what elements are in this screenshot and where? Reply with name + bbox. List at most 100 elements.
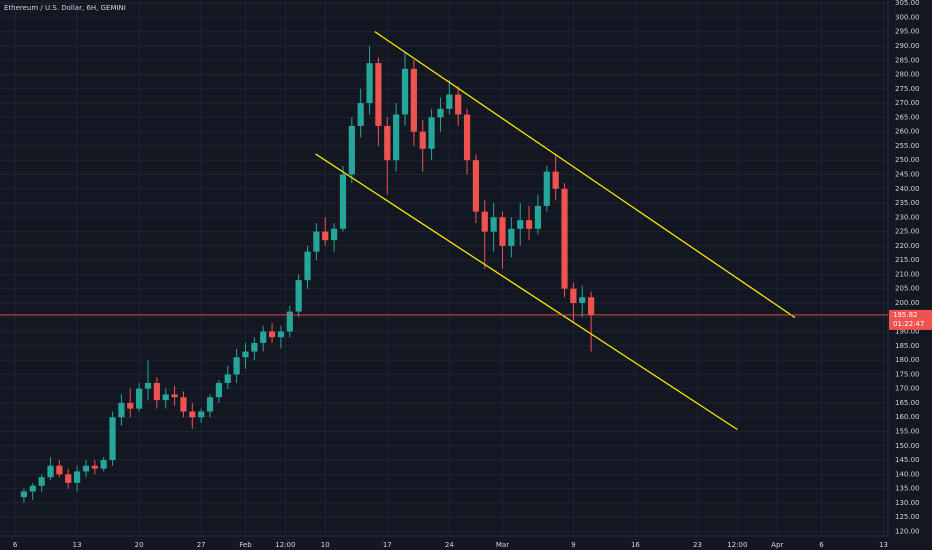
candle-body (171, 394, 178, 398)
x-tick-label: 27 (197, 541, 206, 549)
candle-body (339, 174, 347, 229)
candle-body (481, 211, 488, 232)
candle-body (499, 217, 506, 246)
y-tick-label: 120.00 (895, 527, 920, 535)
candle-body (136, 388, 143, 409)
candle-body (295, 280, 302, 312)
x-tick-label: 6 (819, 541, 824, 549)
candle-body (277, 331, 285, 338)
last-price-box (889, 309, 932, 330)
x-tick-label: 23 (693, 541, 702, 549)
y-tick-label: 270.00 (895, 99, 920, 107)
y-tick-label: 220.00 (895, 242, 920, 250)
countdown-label: 01:22:47 (893, 320, 924, 328)
candle-body (65, 474, 72, 483)
candle-body (401, 68, 409, 115)
candle-body (490, 217, 497, 232)
candle-body (588, 297, 595, 315)
candle-body (251, 342, 258, 352)
y-tick-label: 260.00 (895, 128, 920, 136)
candle-body (109, 417, 116, 461)
y-tick-label: 250.00 (895, 156, 920, 164)
y-tick-label: 210.00 (895, 270, 920, 278)
y-tick-label: 185.00 (895, 342, 920, 350)
y-tick-label: 305.00 (895, 0, 920, 7)
candle-body (144, 382, 152, 389)
y-tick-label: 125.00 (895, 513, 920, 521)
y-tick-label: 160.00 (895, 413, 920, 421)
candle-body (508, 228, 515, 246)
y-tick-label: 275.00 (895, 85, 920, 93)
candle-body (561, 188, 568, 289)
y-tick-label: 140.00 (895, 470, 920, 478)
candle-body (56, 465, 63, 475)
y-tick-label: 245.00 (895, 170, 920, 178)
x-tick-label: Apr (771, 541, 783, 549)
candle-body (375, 63, 382, 126)
candle-body (419, 131, 426, 149)
candle-body (189, 411, 196, 418)
candle-body (428, 117, 435, 149)
candle-body (20, 491, 28, 498)
candle-body (233, 357, 240, 375)
y-tick-label: 145.00 (895, 456, 920, 464)
candle-body (91, 465, 98, 469)
y-tick-label: 290.00 (895, 42, 920, 50)
y-tick-label: 150.00 (895, 442, 920, 450)
y-tick-label: 180.00 (895, 356, 920, 364)
candle-body (242, 351, 249, 358)
y-tick-label: 190.00 (895, 328, 920, 336)
candle-body (525, 220, 533, 229)
y-tick-label: 230.00 (895, 213, 920, 221)
y-tick-label: 240.00 (895, 185, 920, 193)
candle-body (260, 331, 267, 343)
y-tick-label: 225.00 (895, 228, 920, 236)
candle-body (446, 94, 453, 109)
candle-body (224, 374, 231, 383)
candle-body (570, 288, 577, 303)
trend-line (315, 153, 738, 431)
y-tick-label: 130.00 (895, 499, 920, 507)
candle-body (543, 171, 550, 206)
candle-body (74, 471, 81, 483)
candle-body (180, 397, 187, 412)
candle-body (304, 251, 311, 281)
y-tick-label: 280.00 (895, 71, 920, 79)
candle-body (82, 465, 90, 472)
y-tick-label: 235.00 (895, 199, 920, 207)
x-tick-label: 20 (135, 541, 144, 549)
candle-body (206, 397, 214, 412)
trend-line (374, 31, 796, 319)
x-tick-label: 17 (383, 541, 392, 549)
candle-body (198, 411, 205, 418)
y-tick-label: 295.00 (895, 28, 920, 36)
candle-body (393, 114, 400, 161)
x-tick-label: 16 (631, 541, 640, 549)
y-tick-label: 135.00 (895, 485, 920, 493)
y-tick-label: 265.00 (895, 113, 920, 121)
y-tick-label: 285.00 (895, 56, 920, 64)
y-tick-label: 215.00 (895, 256, 920, 264)
candle-body (455, 94, 462, 115)
x-tick-label: 13 (73, 541, 82, 549)
candle-body (579, 297, 586, 303)
y-tick-label: 255.00 (895, 142, 920, 150)
candle-body (215, 382, 222, 398)
candle-body (268, 331, 276, 338)
candle-body (118, 402, 125, 418)
candle-body (366, 63, 373, 104)
candle-body (472, 160, 480, 212)
candle-body (38, 477, 45, 486)
x-tick-label: 12:00 (275, 541, 295, 549)
candle-body (552, 171, 559, 189)
candle-body (410, 68, 417, 132)
candle-body (153, 382, 160, 401)
candle-body (313, 231, 320, 252)
last-price-label: 195.82 (893, 311, 918, 319)
candle-body (357, 103, 364, 126)
candle-body (517, 220, 524, 229)
candle-body (322, 231, 329, 241)
y-tick-label: 300.00 (895, 13, 920, 21)
